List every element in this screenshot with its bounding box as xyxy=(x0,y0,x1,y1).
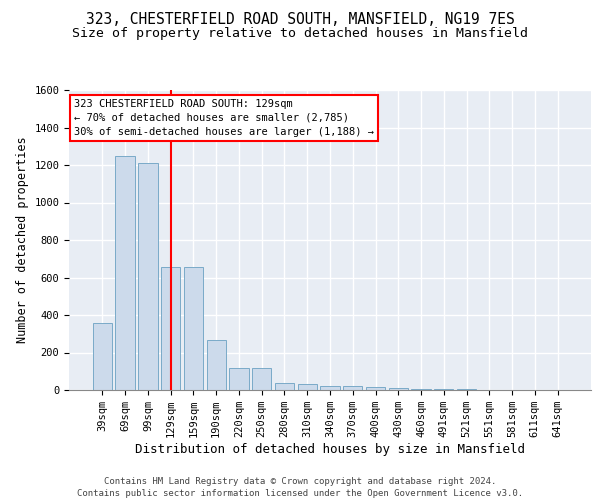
Text: Contains HM Land Registry data © Crown copyright and database right 2024.
Contai: Contains HM Land Registry data © Crown c… xyxy=(77,476,523,498)
Bar xyxy=(93,322,112,390)
Text: 323, CHESTERFIELD ROAD SOUTH, MANSFIELD, NG19 7ES: 323, CHESTERFIELD ROAD SOUTH, MANSFIELD,… xyxy=(86,12,514,28)
Bar xyxy=(457,389,476,390)
Y-axis label: Number of detached properties: Number of detached properties xyxy=(16,136,29,344)
X-axis label: Distribution of detached houses by size in Mansfield: Distribution of detached houses by size … xyxy=(135,443,525,456)
Bar xyxy=(343,386,362,390)
Bar xyxy=(389,388,408,390)
Bar xyxy=(138,163,158,390)
Bar xyxy=(161,267,181,390)
Bar xyxy=(412,389,431,390)
Text: Size of property relative to detached houses in Mansfield: Size of property relative to detached ho… xyxy=(72,28,528,40)
Bar xyxy=(434,389,454,390)
Bar xyxy=(298,384,317,390)
Bar xyxy=(184,267,203,390)
Bar xyxy=(115,156,135,390)
Bar xyxy=(229,368,248,390)
Bar xyxy=(206,340,226,390)
Bar xyxy=(366,387,385,390)
Bar xyxy=(275,382,294,390)
Text: 323 CHESTERFIELD ROAD SOUTH: 129sqm
← 70% of detached houses are smaller (2,785): 323 CHESTERFIELD ROAD SOUTH: 129sqm ← 70… xyxy=(74,99,374,137)
Bar xyxy=(320,386,340,390)
Bar xyxy=(252,368,271,390)
